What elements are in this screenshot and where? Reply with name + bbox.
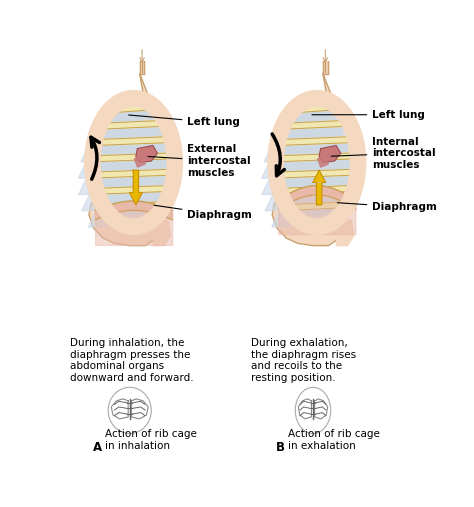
Polygon shape: [265, 192, 349, 211]
Polygon shape: [90, 186, 172, 195]
Polygon shape: [134, 156, 145, 167]
Polygon shape: [82, 192, 165, 211]
Ellipse shape: [129, 0, 169, 51]
Polygon shape: [319, 146, 341, 162]
Polygon shape: [133, 170, 138, 193]
Polygon shape: [111, 218, 150, 227]
Polygon shape: [140, 41, 145, 74]
Polygon shape: [86, 153, 175, 162]
Polygon shape: [262, 175, 352, 195]
Polygon shape: [336, 216, 354, 245]
Polygon shape: [89, 74, 164, 245]
Polygon shape: [111, 399, 128, 419]
Polygon shape: [96, 202, 165, 211]
Ellipse shape: [276, 99, 357, 226]
Text: During exhalation,
the diaphragm rises
and recoils to the
resting position.: During exhalation, the diaphragm rises a…: [251, 338, 356, 383]
Polygon shape: [318, 156, 328, 167]
Polygon shape: [78, 159, 169, 178]
Polygon shape: [264, 142, 349, 162]
Polygon shape: [89, 136, 173, 146]
Text: Internal
intercostal
muscles: Internal intercostal muscles: [331, 137, 436, 170]
Ellipse shape: [312, 0, 352, 51]
Polygon shape: [283, 110, 331, 129]
Polygon shape: [323, 41, 328, 74]
Polygon shape: [99, 110, 148, 129]
Text: Left lung: Left lung: [312, 110, 425, 120]
Polygon shape: [79, 175, 169, 195]
Polygon shape: [279, 202, 348, 211]
Text: Diaphragm: Diaphragm: [337, 202, 437, 212]
Polygon shape: [290, 104, 337, 113]
Polygon shape: [278, 120, 350, 129]
Polygon shape: [131, 399, 148, 419]
Text: B: B: [276, 441, 285, 454]
Text: Diaphragm: Diaphragm: [154, 205, 252, 220]
Text: A: A: [93, 441, 102, 454]
Polygon shape: [86, 169, 175, 178]
Text: External
intercostal
muscles: External intercostal muscles: [148, 144, 251, 177]
Polygon shape: [89, 208, 159, 227]
Polygon shape: [94, 120, 166, 129]
Text: Action of rib cage
in exhalation: Action of rib cage in exhalation: [288, 429, 380, 451]
Polygon shape: [81, 142, 166, 162]
Text: Action of rib cage
in inhalation: Action of rib cage in inhalation: [105, 429, 197, 451]
Polygon shape: [272, 74, 347, 245]
Ellipse shape: [93, 99, 174, 226]
Ellipse shape: [99, 103, 168, 214]
Polygon shape: [298, 399, 311, 419]
Polygon shape: [262, 159, 352, 178]
Polygon shape: [136, 146, 157, 162]
Polygon shape: [270, 169, 358, 178]
Polygon shape: [270, 126, 344, 146]
Ellipse shape: [282, 103, 352, 214]
Text: During inhalation, the
diaphragm presses the
abdominal organs
downward and forwa: During inhalation, the diaphragm presses…: [70, 338, 193, 383]
Polygon shape: [294, 218, 333, 227]
Polygon shape: [87, 126, 160, 146]
Polygon shape: [269, 153, 358, 162]
Polygon shape: [107, 104, 154, 113]
Polygon shape: [313, 170, 326, 183]
Polygon shape: [272, 136, 356, 146]
Polygon shape: [273, 186, 355, 195]
Polygon shape: [272, 208, 342, 227]
Polygon shape: [315, 399, 328, 419]
Text: Left lung: Left lung: [128, 115, 240, 127]
Polygon shape: [317, 183, 322, 205]
Polygon shape: [129, 193, 142, 205]
Polygon shape: [153, 216, 171, 245]
